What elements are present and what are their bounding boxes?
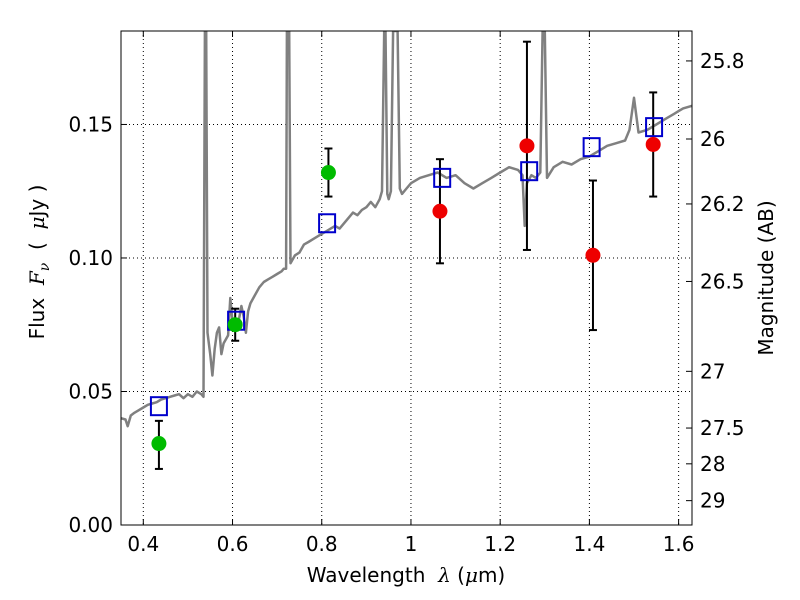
axis-ticks: 0.4 0.6 0.8 1 1.2 1.4 1.6 0.00 0.05 0.10 0.15 25.8 2… (68, 31, 745, 556)
marker-layer (149, 117, 664, 452)
magnitude-tick-label: 26.5 (700, 269, 745, 293)
model-square-marker (149, 396, 168, 417)
x-tick-label: 1.2 (484, 532, 516, 556)
plot-frame (120, 30, 693, 526)
y-tick-label: 0.15 (68, 112, 113, 136)
x-axis-title: Wavelength λ (μm) (307, 563, 506, 587)
y-tick-label: 0.05 (68, 379, 113, 403)
magnitude-tick-label: 26.2 (700, 192, 745, 216)
plot-background (121, 31, 692, 525)
magnitude-tick-label: 26 (700, 127, 725, 151)
model-square-marker (433, 167, 452, 188)
x-tick-label: 0.8 (306, 532, 338, 556)
spectrum-line (121, 31, 692, 428)
observed-point-marker (227, 317, 243, 333)
x-tick-label: 0.4 (127, 532, 159, 556)
x-tick-label: 1 (405, 532, 418, 556)
observed-point-marker (151, 436, 167, 452)
x-tick-label: 0.6 (217, 532, 249, 556)
model-square-marker (645, 117, 664, 138)
model-square-marker (318, 213, 337, 234)
magnitude-tick-label: 27 (700, 359, 725, 383)
model-square-marker (582, 137, 601, 158)
y-tick-label: 0.00 (68, 513, 113, 537)
x-tick-label: 1.4 (573, 532, 605, 556)
observed-point-marker (519, 138, 535, 154)
observed-point-marker (585, 247, 601, 263)
magnitude-tick-label: 27.5 (700, 416, 745, 440)
observed-point-marker (320, 165, 336, 181)
observed-point-marker (645, 136, 661, 152)
magnitude-tick-label: 28 (700, 452, 725, 476)
observed-point-marker (432, 203, 448, 219)
spectrum-layer (121, 31, 692, 428)
model-square-marker (520, 161, 539, 182)
right-axis-title: Magnitude (AB) (754, 200, 778, 355)
y-axis-title: Flux Fν ( μJy ) (25, 185, 53, 340)
y-tick-label: 0.10 (68, 246, 113, 270)
x-tick-label: 1.6 (663, 532, 695, 556)
magnitude-tick-label: 25.8 (700, 49, 745, 73)
magnitude-tick-label: 29 (700, 489, 725, 513)
